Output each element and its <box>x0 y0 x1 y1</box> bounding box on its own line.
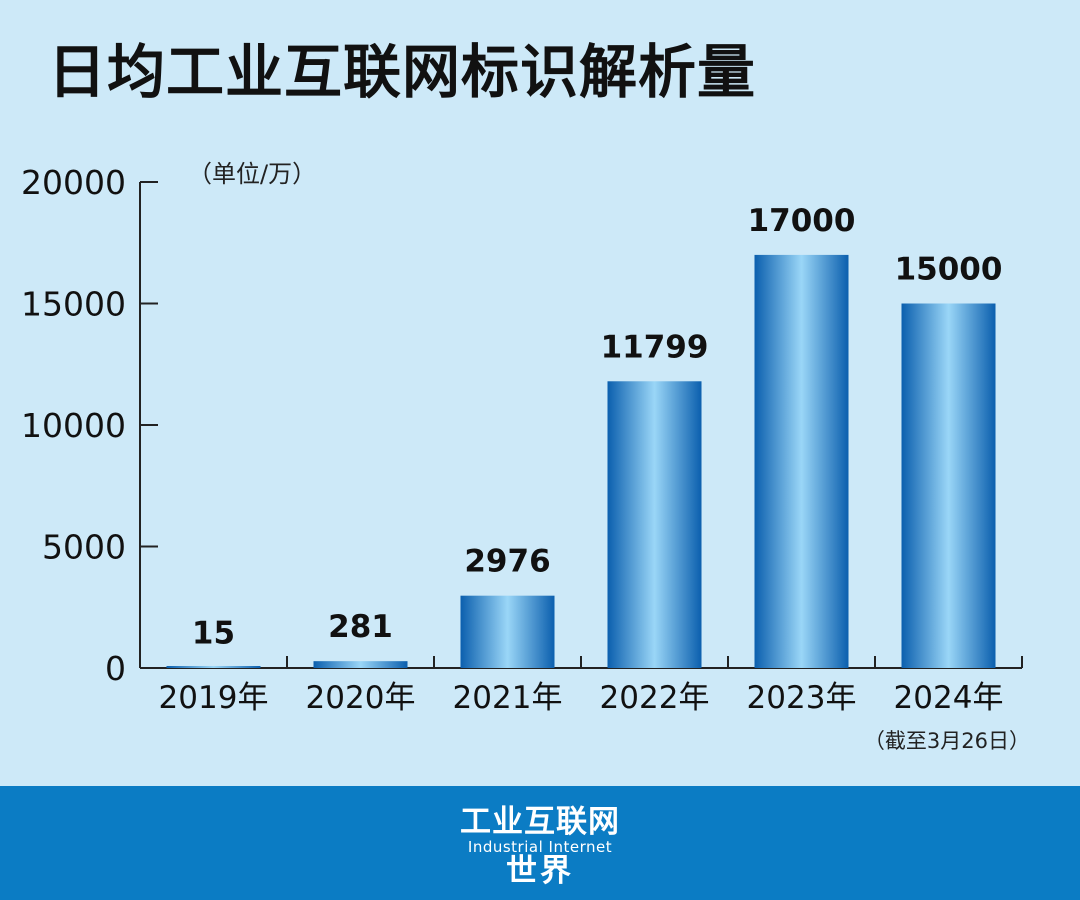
x-tick-label: 2020年 <box>306 680 416 716</box>
x-tick-label: 2022年 <box>600 680 710 716</box>
x-tick-label: 2023年 <box>747 680 857 716</box>
data-label: 17000 <box>748 203 856 239</box>
y-tick-label: 0 <box>105 649 126 688</box>
data-label: 2976 <box>464 544 550 580</box>
bar <box>166 666 261 668</box>
bar <box>313 661 408 668</box>
chart-title: 日均工业互联网标识解析量 <box>48 38 757 106</box>
y-tick-label: 5000 <box>42 528 126 567</box>
bar <box>460 595 555 668</box>
y-tick-label: 10000 <box>21 406 126 445</box>
bars <box>166 254 996 668</box>
y-tick-label: 20000 <box>21 163 126 202</box>
bar <box>901 303 996 668</box>
axes: 0 5000 10000 15000 20000 <box>21 163 1023 688</box>
x-tick-label: 2024年 <box>894 680 1004 716</box>
bar <box>607 381 702 668</box>
y-axis-unit-label: （单位/万） <box>188 160 316 188</box>
logo-line-3: 世界 <box>506 853 574 890</box>
data-label: 15000 <box>895 252 1003 288</box>
x-tick-label: 2021年 <box>453 680 563 716</box>
footnote: （截至3月26日） <box>864 729 1030 753</box>
data-label: 15 <box>192 616 235 652</box>
bar <box>754 254 849 668</box>
logo-line-2: Industrial Internet <box>467 837 613 856</box>
bar-chart: 0 5000 10000 15000 20000 15 2019年 281 2020年 2976… <box>21 160 1030 753</box>
logo-line-1: 工业互联网 <box>460 804 620 840</box>
data-label: 281 <box>328 609 393 645</box>
y-tick-label: 15000 <box>21 285 126 324</box>
footer-bar: 工业互联网 Industrial Internet 世界 <box>0 786 1080 900</box>
brand-logo: 工业互联网 Industrial Internet 世界 <box>0 806 1080 888</box>
labels: 15 2019年 281 2020年 2976 2021年 11799 2022年 17000 2… <box>159 203 1004 716</box>
x-tick-label: 2019年 <box>159 680 269 716</box>
data-label: 11799 <box>601 329 709 365</box>
